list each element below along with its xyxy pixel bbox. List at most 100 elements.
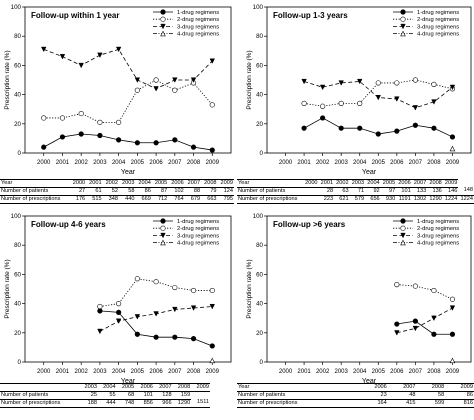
table-cell: 88 (184, 187, 202, 196)
table-cell: 101 (396, 187, 412, 196)
data-point (41, 115, 47, 121)
data-point (115, 318, 122, 324)
legend-marker (400, 239, 406, 246)
x-axis-label: Year (121, 169, 136, 176)
table-cell: 87 (151, 187, 169, 196)
table-cell: 663 (201, 195, 218, 204)
data-point (209, 303, 215, 310)
table-cell: 415 (387, 399, 417, 408)
table-cell: 712 (151, 195, 169, 204)
data-point (116, 137, 122, 143)
legend-label: 1-drug regimens (177, 219, 219, 225)
table-cell: 2008 (172, 383, 192, 392)
data-point (209, 287, 215, 294)
data-table-4: Year 2006 2007 2008 2009 Number of patients 23… (237, 383, 474, 408)
x-tick-label: 2002 (75, 160, 89, 166)
table-row: Number of prescriptions 164 415 599 816 (237, 399, 474, 408)
y-axis-label: Prescription rate (%) (4, 50, 11, 109)
plot-frame (24, 215, 232, 363)
table-cell: 748 (116, 399, 136, 408)
data-point (449, 84, 456, 91)
data-point (209, 147, 215, 153)
data-point (431, 81, 437, 87)
table-cell: 1511 (191, 399, 210, 408)
x-tick-label: 2000 (37, 369, 51, 375)
data-point (134, 331, 140, 337)
legend-label: 2-drug regimens (177, 226, 219, 232)
table-cell: 136 (427, 187, 443, 196)
table-cell: 669 (135, 195, 152, 204)
data-point (153, 334, 159, 340)
data-point (449, 357, 456, 364)
y-tick-label: 100 (11, 213, 22, 220)
y-tick-label: 60 (14, 62, 21, 69)
data-point (412, 105, 419, 111)
table-cell: 97 (380, 187, 397, 196)
data-point (172, 77, 178, 83)
data-point (153, 140, 159, 146)
data-point (209, 58, 215, 64)
x-tick-label: 2006 (390, 160, 404, 166)
panel-4: 0 20 40 60 80 100 2000 2001 2002 2003 2004 2005 2006… (246, 213, 472, 384)
x-tick-label: 2005 (131, 160, 145, 166)
legend-marker (400, 218, 406, 224)
x-tick-label: 2007 (409, 369, 423, 375)
x-tick-label: 2001 (297, 369, 311, 375)
legend-label: 2-drug regimens (417, 17, 459, 23)
x-tick-label: 2003 (335, 160, 349, 166)
table-cell: 1290 (427, 195, 443, 204)
table-cell: 2008 (427, 179, 443, 188)
table-cell: 856 (135, 399, 154, 408)
y-tick-label: 60 (14, 271, 21, 278)
legend-marker (160, 9, 166, 15)
table-cell: 68 (116, 391, 136, 400)
x-tick-label: 2006 (390, 369, 404, 375)
data-point (431, 99, 437, 105)
data-point (97, 308, 103, 314)
data-point (209, 102, 215, 108)
table-cell: 2003 (79, 383, 98, 392)
row-label: Number of patients (237, 187, 304, 196)
table-header-row: 2003 2004 2005 2006 2007 2008 2009 (0, 383, 210, 392)
table-cell: 2000 (303, 179, 319, 188)
table-cell: 795 (217, 195, 234, 204)
data-point (412, 325, 419, 332)
y-tick-label: 20 (14, 330, 21, 337)
table-cell: 2004 (135, 179, 152, 188)
legend-label: 4-drug regimens (417, 241, 459, 247)
data-point (78, 110, 84, 117)
table-cell: 2009 (191, 383, 210, 392)
y-tick-label: 80 (256, 242, 263, 249)
y-tick-label: 40 (14, 301, 21, 308)
data-point (97, 52, 103, 59)
data-point (338, 80, 344, 86)
series-1 (394, 318, 456, 337)
series-2 (41, 77, 215, 125)
y-tick-label: 40 (256, 301, 263, 308)
series-4 (449, 357, 456, 364)
x-tick-label: 2001 (56, 160, 70, 166)
data-point (394, 128, 400, 134)
data-point (375, 80, 381, 86)
table-cell: 55 (97, 391, 117, 400)
table-cell: 2005 (116, 383, 136, 392)
table-cell: 133 (411, 187, 428, 196)
data-point (172, 284, 178, 291)
data-point (431, 331, 437, 337)
table-cell: 71 (349, 187, 366, 196)
x-tick-label: 2003 (93, 369, 107, 375)
table-cell: 2007 (387, 383, 417, 392)
table-cell: 2005 (151, 179, 169, 188)
data-table-2: Year 2000 2001 2002 2003 2004 2005 2006 2007 2008… (237, 179, 474, 204)
data-point (134, 77, 141, 83)
data-point (59, 54, 66, 60)
x-axis-label: Year (121, 378, 136, 384)
table-cell (303, 187, 319, 196)
data-point (394, 80, 400, 86)
legend-label: 3-drug regimens (177, 24, 219, 30)
table-row: Number of patients 25 55 68 101 128 159 (0, 391, 210, 400)
x-axis-label: Year (362, 169, 377, 176)
legend-label: 2-drug regimens (177, 17, 219, 23)
series-4 (209, 357, 216, 364)
